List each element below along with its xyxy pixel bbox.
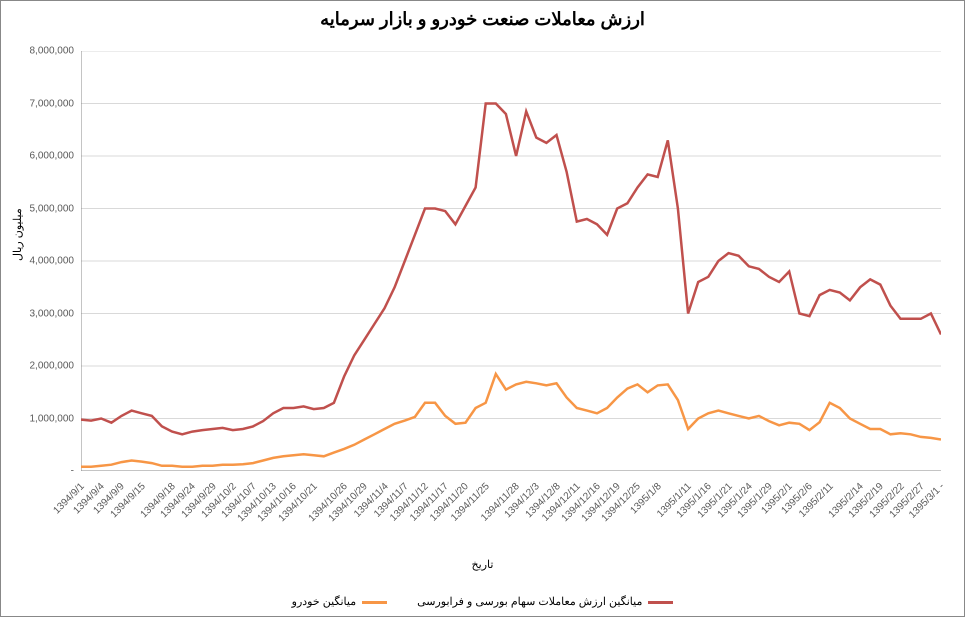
- series-line: [81, 104, 941, 435]
- legend-swatch: [648, 601, 673, 604]
- legend-item: میانگین ارزش معاملات سهام بورسی و فرابور…: [417, 595, 673, 608]
- legend: میانگین ارزش معاملات سهام بورسی و فرابور…: [1, 595, 964, 608]
- y-tick-label: 1,000,000: [4, 413, 74, 424]
- series-lines: [81, 51, 941, 471]
- y-tick-label: 7,000,000: [4, 98, 74, 109]
- y-tick-label: 8,000,000: [4, 46, 74, 57]
- legend-label: میانگین خودرو: [292, 596, 356, 608]
- series-line: [81, 374, 941, 467]
- chart-title: ارزش معاملات صنعت خودرو و بازار سرمایه: [1, 9, 964, 30]
- y-axis-label: میلیون ریال: [11, 208, 24, 261]
- y-tick-label: -: [4, 466, 74, 477]
- y-tick-label: 5,000,000: [4, 203, 74, 214]
- plot-area: [81, 51, 941, 471]
- y-tick-label: 2,000,000: [4, 361, 74, 372]
- y-tick-label: 6,000,000: [4, 151, 74, 162]
- y-tick-label: 4,000,000: [4, 256, 74, 267]
- chart-container: ارزش معاملات صنعت خودرو و بازار سرمایه م…: [0, 0, 965, 617]
- legend-label: میانگین ارزش معاملات سهام بورسی و فرابور…: [417, 596, 642, 608]
- legend-item: میانگین خودرو: [292, 595, 387, 608]
- x-axis-label: تاریخ: [1, 558, 964, 571]
- y-tick-label: 3,000,000: [4, 308, 74, 319]
- legend-swatch: [362, 601, 387, 604]
